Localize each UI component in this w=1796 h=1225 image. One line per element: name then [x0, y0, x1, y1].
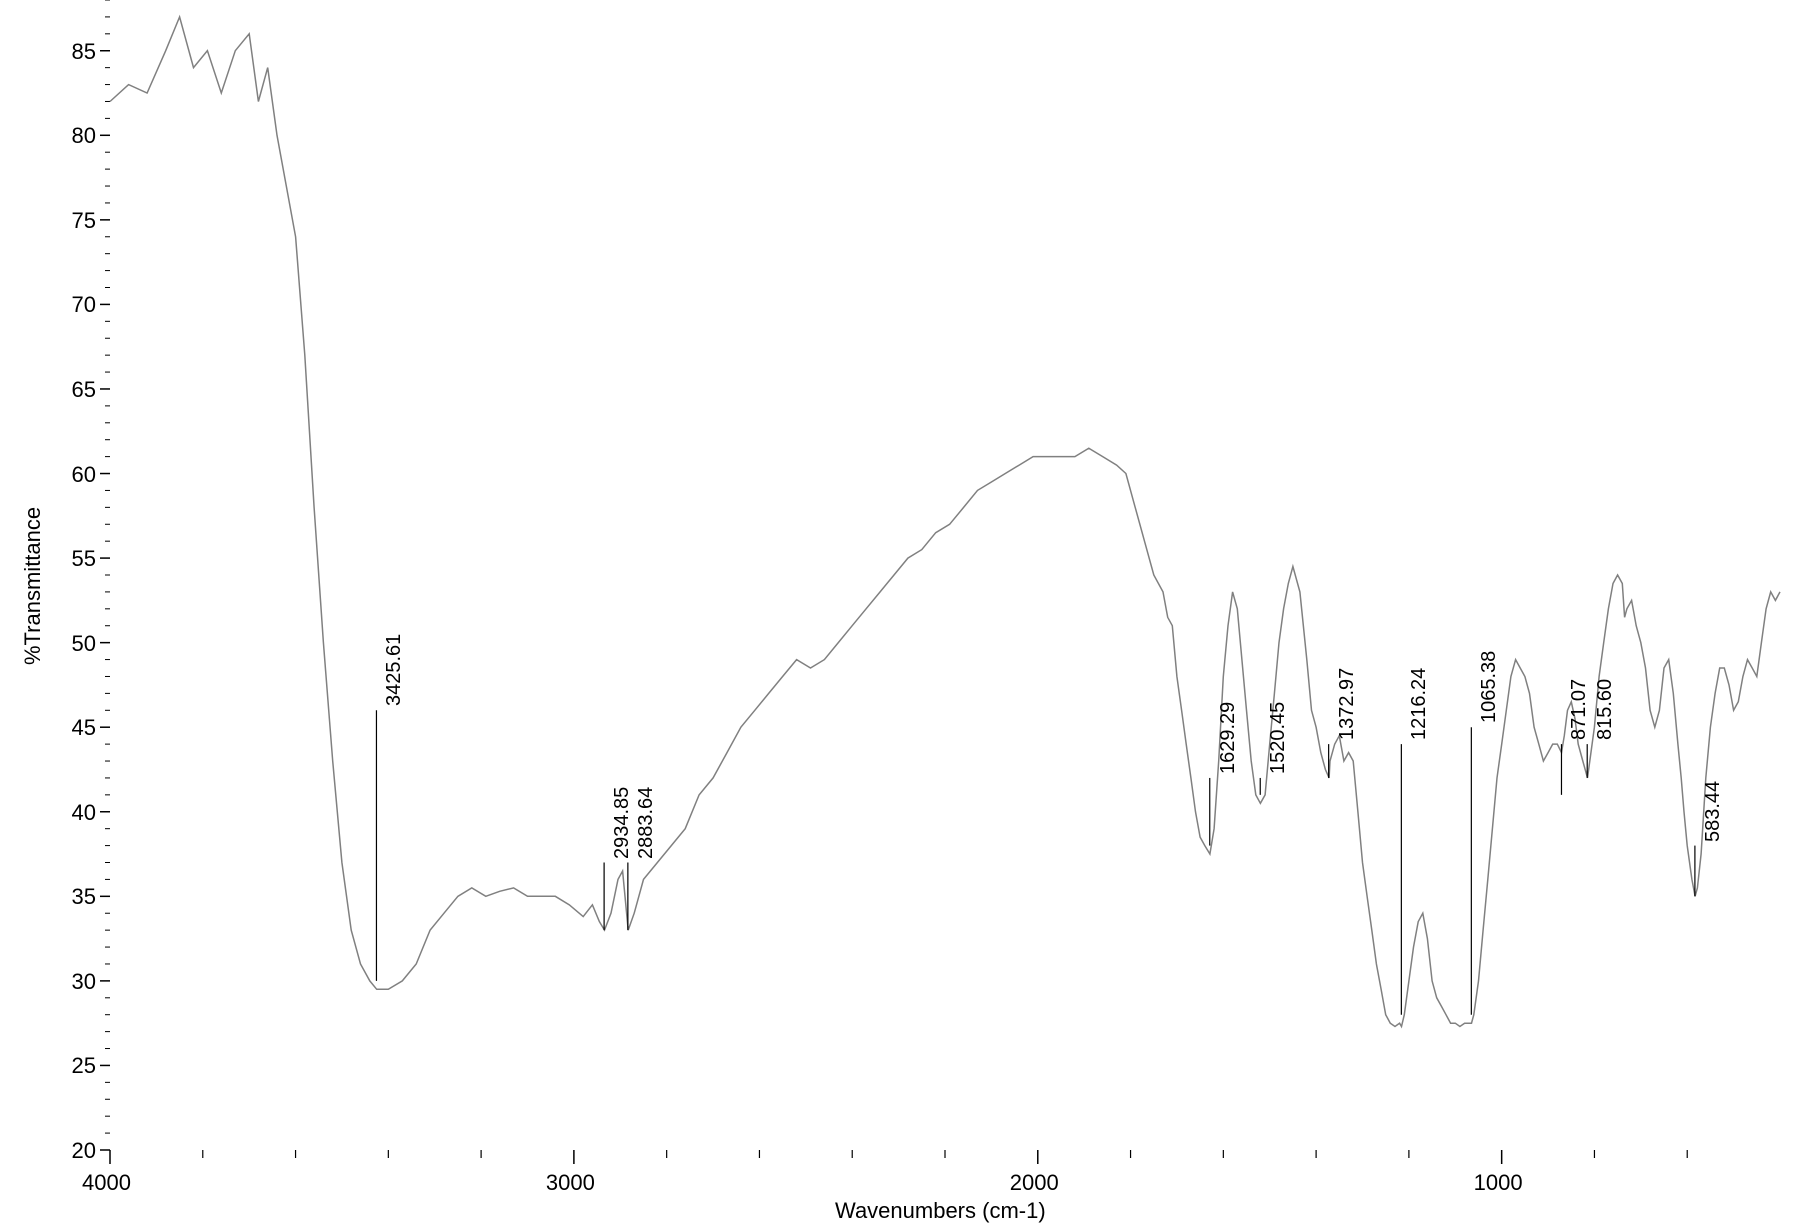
y-axis-label: %Transmittance	[20, 507, 46, 665]
peak-label: 2934.85	[611, 786, 634, 858]
peak-label: 1216.24	[1408, 668, 1431, 740]
peak-label: 2883.64	[635, 786, 658, 858]
y-tick-label: 85	[72, 39, 96, 65]
y-tick-label: 40	[72, 800, 96, 826]
y-tick-label: 35	[72, 884, 96, 910]
peak-label: 583.44	[1702, 780, 1725, 841]
plot-svg	[0, 0, 1796, 1220]
peak-label: 871.07	[1568, 679, 1591, 740]
peak-label: 3425.61	[383, 634, 406, 706]
y-tick-label: 60	[72, 462, 96, 488]
ir-spectrum-chart: %Transmittance Wavenumbers (cm-1) 202530…	[0, 0, 1796, 1220]
peak-label: 1520.45	[1267, 702, 1290, 774]
y-tick-label: 75	[72, 208, 96, 234]
y-tick-label: 55	[72, 546, 96, 572]
y-tick-label: 65	[72, 377, 96, 403]
x-axis-label: Wavenumbers (cm-1)	[835, 1198, 1046, 1224]
x-tick-label: 2000	[1010, 1170, 1059, 1196]
x-tick-label: 3000	[546, 1170, 595, 1196]
peak-label: 815.60	[1594, 679, 1617, 740]
x-tick-label: 1000	[1474, 1170, 1523, 1196]
x-tick-label: 4000	[82, 1170, 131, 1196]
peak-label: 1372.97	[1336, 668, 1359, 740]
y-tick-label: 80	[72, 123, 96, 149]
y-tick-label: 45	[72, 715, 96, 741]
y-tick-label: 20	[72, 1138, 96, 1164]
y-tick-label: 25	[72, 1053, 96, 1079]
y-tick-label: 50	[72, 631, 96, 657]
y-tick-label: 70	[72, 292, 96, 318]
peak-label: 1629.29	[1217, 702, 1240, 774]
peak-label: 1065.38	[1478, 651, 1501, 723]
y-tick-label: 30	[72, 969, 96, 995]
